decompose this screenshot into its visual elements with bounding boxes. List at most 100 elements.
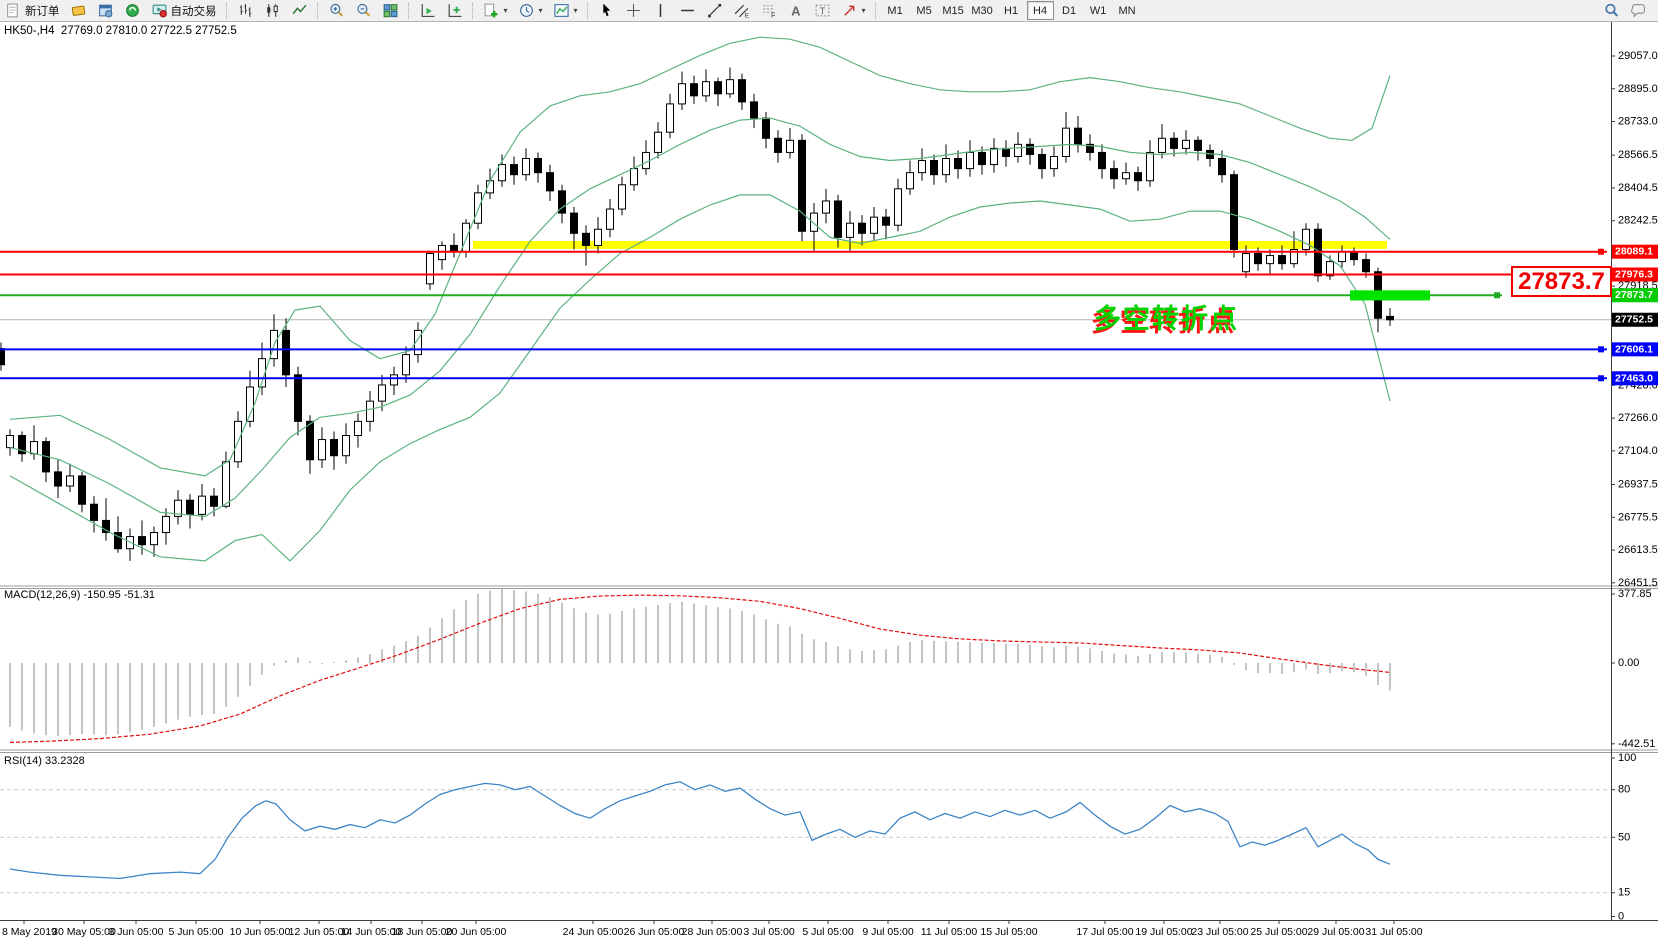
svg-text:27104.0: 27104.0 xyxy=(1618,445,1658,457)
period-h1-button[interactable]: H1 xyxy=(998,1,1025,20)
svg-text:18 Jun 05:00: 18 Jun 05:00 xyxy=(392,926,453,938)
chart-candles-button[interactable] xyxy=(260,1,285,20)
svg-text:11 Jul 05:00: 11 Jul 05:00 xyxy=(921,926,978,938)
market-watch-icon xyxy=(71,5,85,16)
chart-line-button[interactable] xyxy=(287,1,312,20)
svg-text:31 Jul 05:00: 31 Jul 05:00 xyxy=(1365,926,1422,938)
macd-indicator-label: MACD(12,26,9) -150.95 -51.31 xyxy=(4,589,156,601)
svg-text:5 Jul 05:00: 5 Jul 05:00 xyxy=(802,926,854,938)
rsi-indicator-label: RSI(14) 33.2328 xyxy=(4,755,85,767)
vertical-line-tool-button[interactable] xyxy=(648,1,673,20)
data-window-button[interactable] xyxy=(93,1,118,20)
svg-text:26451.5: 26451.5 xyxy=(1618,577,1658,589)
toolbar-separator xyxy=(874,2,877,19)
candlestick-chart-icon xyxy=(266,4,278,17)
horizontal-line-icon xyxy=(680,9,694,12)
horizontal-line-tool-button[interactable] xyxy=(675,1,700,20)
svg-text:28 Jun 05:00: 28 Jun 05:00 xyxy=(682,926,743,938)
toolbar-separator xyxy=(586,2,589,19)
svg-text:26937.5: 26937.5 xyxy=(1618,479,1658,491)
text-label-tool-button[interactable]: T xyxy=(810,1,835,20)
period-w1-button[interactable]: W1 xyxy=(1085,1,1112,20)
text-tool-button[interactable]: A xyxy=(783,1,808,20)
chat-bubble-icon xyxy=(1631,4,1645,18)
arrows-tool-button[interactable]: ▾ xyxy=(837,1,870,20)
svg-text:27606.1: 27606.1 xyxy=(1615,343,1653,355)
chat-button[interactable] xyxy=(1626,1,1651,20)
svg-text:5 Jun 05:00: 5 Jun 05:00 xyxy=(169,926,224,938)
new-order-icon xyxy=(7,3,18,18)
cursor-icon xyxy=(602,3,610,17)
navigator-button[interactable] xyxy=(120,1,145,20)
vertical-line-icon xyxy=(659,4,661,17)
svg-text:28733.0: 28733.0 xyxy=(1618,116,1658,128)
svg-text:28566.5: 28566.5 xyxy=(1618,149,1658,161)
period-d1-button[interactable]: D1 xyxy=(1056,1,1083,20)
svg-text:50: 50 xyxy=(1618,831,1630,843)
toolbar-separator xyxy=(316,2,319,19)
svg-text:27463.0: 27463.0 xyxy=(1615,372,1653,384)
crosshair-tool-button[interactable] xyxy=(621,1,646,20)
svg-text:0.00: 0.00 xyxy=(1618,657,1639,669)
svg-text:9 Jul 05:00: 9 Jul 05:00 xyxy=(862,926,914,938)
svg-text:100: 100 xyxy=(1618,752,1636,764)
auto-scroll-button[interactable] xyxy=(415,1,440,20)
equidistant-channel-icon: E xyxy=(734,4,748,19)
toolbar: 新订单 自动交易 xyxy=(0,0,1658,22)
new-chart-icon xyxy=(484,3,497,18)
svg-text:29057.0: 29057.0 xyxy=(1618,50,1658,62)
price-callout-box: 27873.7 xyxy=(1511,266,1612,297)
turning-point-annotation: 多空转折点 xyxy=(1094,304,1239,335)
text-icon: A xyxy=(791,3,800,18)
svg-text:26775.5: 26775.5 xyxy=(1618,511,1658,523)
svg-text:80: 80 xyxy=(1618,784,1630,796)
svg-text:27266.0: 27266.0 xyxy=(1618,412,1658,424)
fibonacci-tool-button[interactable]: F xyxy=(756,1,781,20)
autotrading-button[interactable]: 自动交易 xyxy=(147,1,221,20)
trendline-icon xyxy=(707,3,721,18)
zoom-out-button[interactable] xyxy=(351,1,376,20)
periods-button[interactable]: ▾ xyxy=(514,1,547,20)
svg-text:20 Jun 05:00: 20 Jun 05:00 xyxy=(446,926,507,938)
new-order-button[interactable]: 新订单 xyxy=(1,1,64,20)
bar-chart-icon xyxy=(239,4,251,17)
dropdown-caret: ▾ xyxy=(538,6,543,15)
svg-text:E: E xyxy=(744,12,748,19)
chart-bars-button[interactable] xyxy=(233,1,258,20)
toolbar-separator xyxy=(471,2,474,19)
svg-text:19 Jul 05:00: 19 Jul 05:00 xyxy=(1135,926,1192,938)
autotrading-icon xyxy=(152,4,167,18)
svg-text:F: F xyxy=(771,12,775,19)
tile-windows-icon xyxy=(383,4,397,18)
zoom-in-button[interactable] xyxy=(324,1,349,20)
channel-tool-button[interactable]: E xyxy=(729,1,754,20)
period-mn-button[interactable]: MN xyxy=(1114,1,1141,20)
trendline-tool-button[interactable] xyxy=(702,1,727,20)
arrow-objects-icon xyxy=(843,5,855,16)
svg-text:28895.0: 28895.0 xyxy=(1618,83,1658,95)
new-chart-button[interactable]: ▾ xyxy=(479,1,512,20)
period-m30-button[interactable]: M30 xyxy=(969,1,996,20)
period-m5-button[interactable]: M5 xyxy=(911,1,938,20)
templates-button[interactable]: ▾ xyxy=(549,1,582,20)
search-button[interactable] xyxy=(1599,1,1624,20)
svg-text:A: A xyxy=(791,3,800,18)
svg-text:3 Jul 05:00: 3 Jul 05:00 xyxy=(743,926,795,938)
tile-windows-button[interactable] xyxy=(378,1,403,20)
period-m15-button[interactable]: M15 xyxy=(940,1,967,20)
chart-shift-icon xyxy=(448,4,461,17)
text-label-icon: T xyxy=(815,4,829,17)
period-h4-button[interactable]: H4 xyxy=(1026,1,1054,20)
period-m1-button[interactable]: M1 xyxy=(882,1,909,20)
chart-shift-button[interactable] xyxy=(442,1,467,20)
clock-icon xyxy=(519,4,533,17)
cursor-tool-button[interactable] xyxy=(594,1,619,20)
market-watch-button[interactable] xyxy=(66,1,91,20)
new-order-label: 新订单 xyxy=(25,5,60,18)
svg-text:14 Jun 05:00: 14 Jun 05:00 xyxy=(341,926,402,938)
svg-text:27976.3: 27976.3 xyxy=(1615,268,1653,280)
auto-scroll-icon xyxy=(421,4,434,17)
svg-text:0: 0 xyxy=(1618,911,1624,923)
svg-text:29 Jul 05:00: 29 Jul 05:00 xyxy=(1307,926,1364,938)
